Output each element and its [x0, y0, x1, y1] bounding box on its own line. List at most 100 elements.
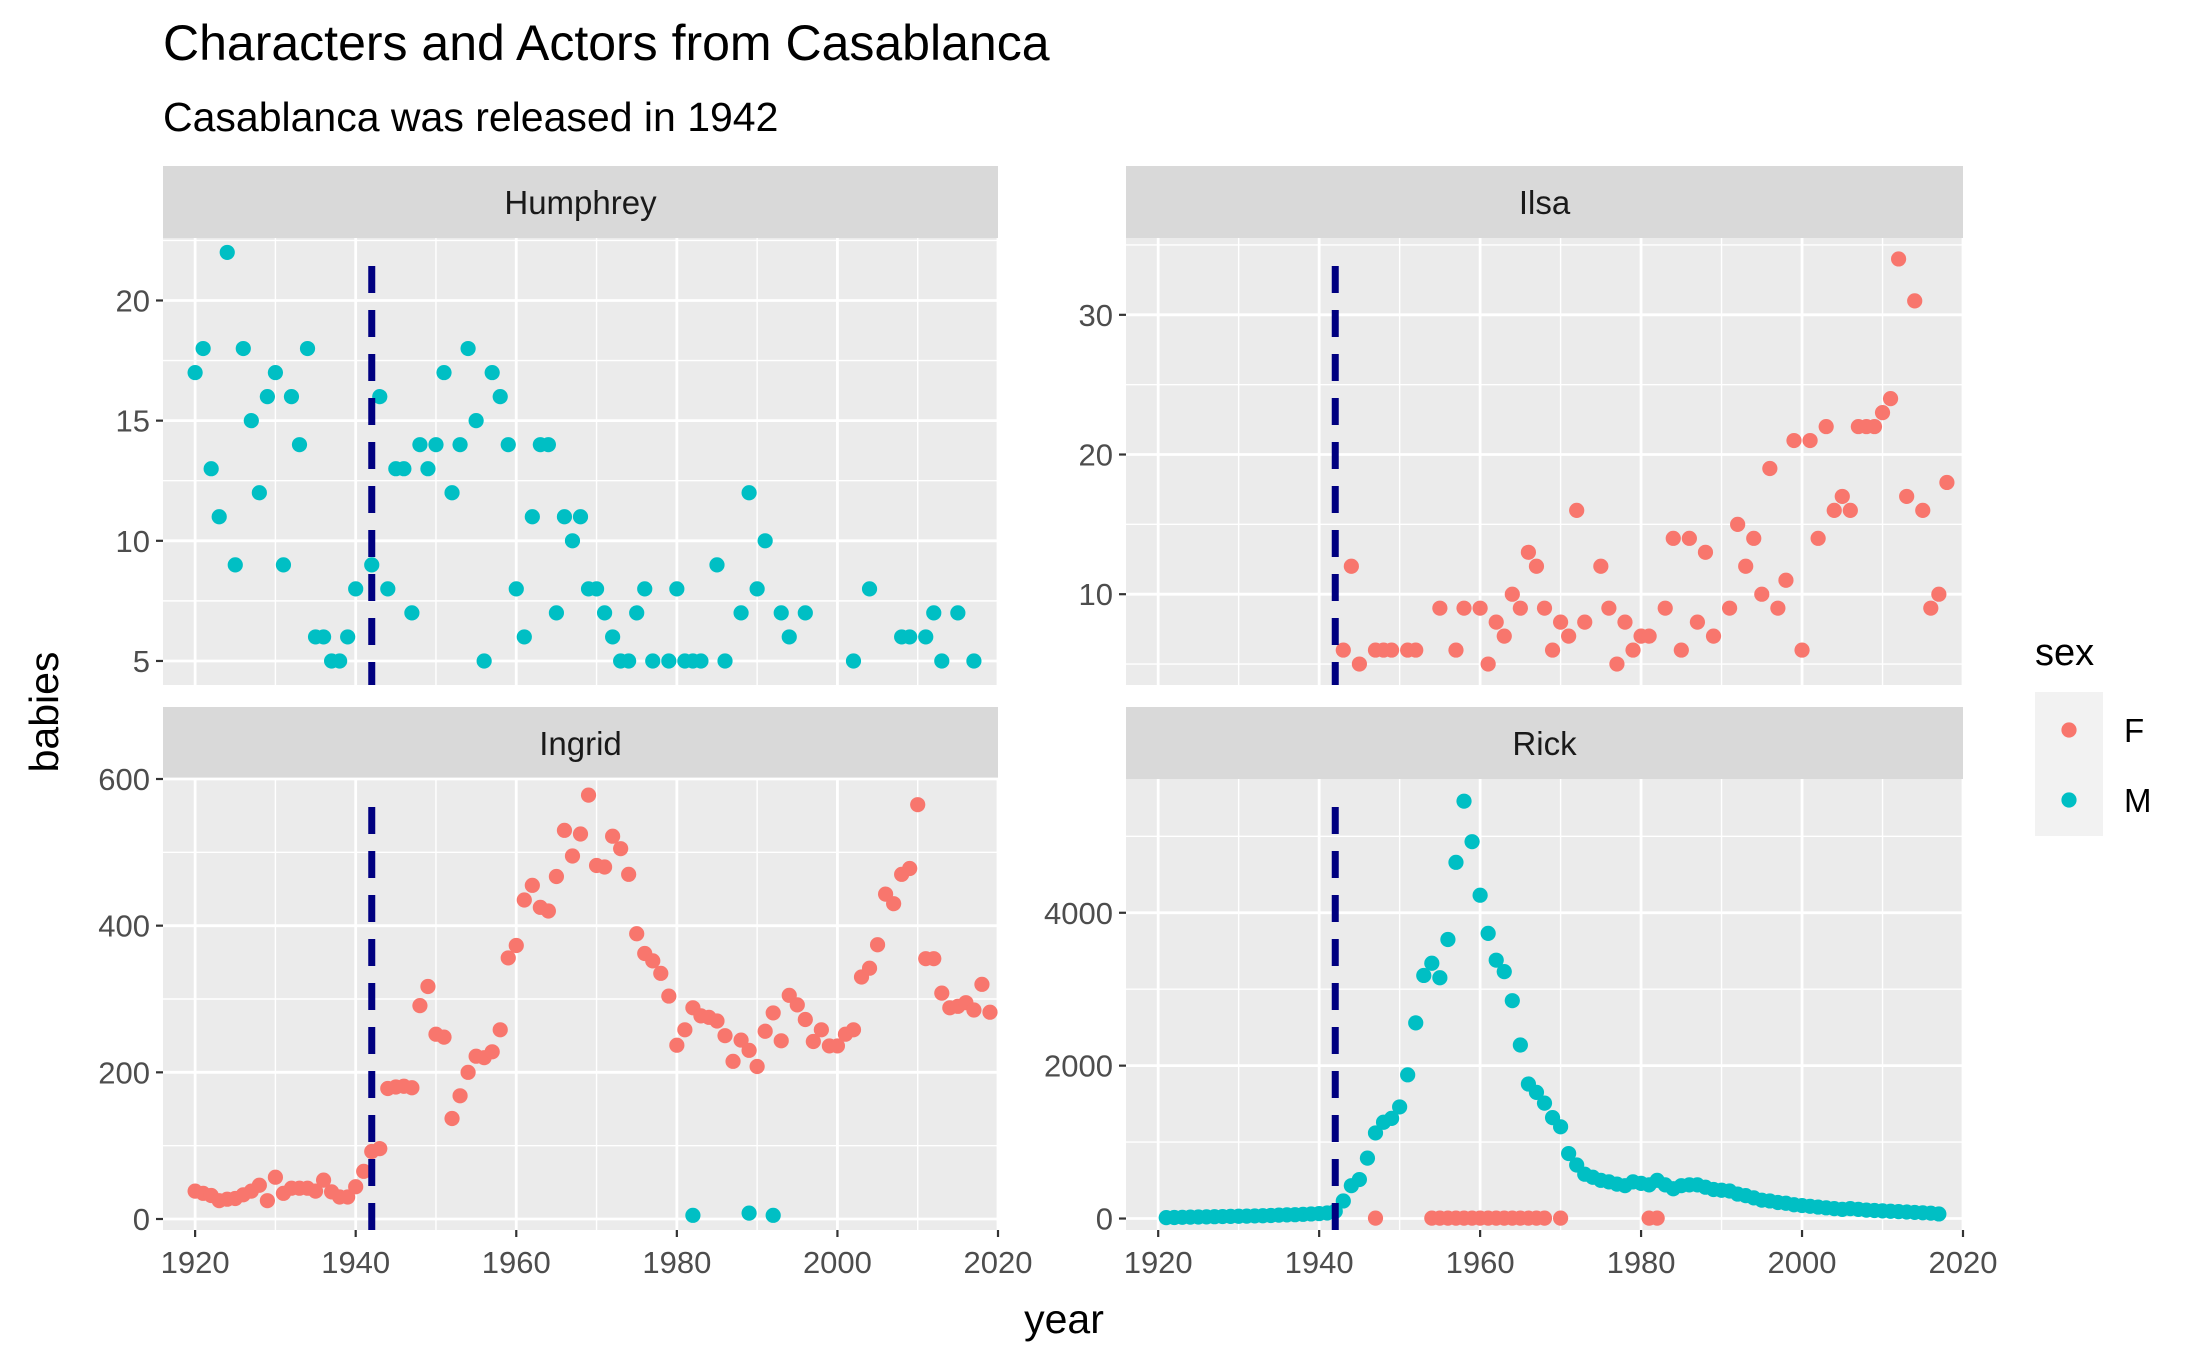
data-point [1818, 418, 1834, 435]
data-point [1464, 834, 1480, 850]
data-point [773, 605, 789, 621]
data-point [886, 896, 902, 912]
y-tick-label: 200 [98, 1055, 150, 1090]
x-axis-title: year [1024, 1296, 1104, 1342]
data-point [982, 1004, 998, 1020]
x-tick-label: 1940 [321, 1245, 390, 1280]
data-point [1335, 642, 1351, 658]
data-point [677, 1022, 693, 1038]
y-tick-label: 10 [116, 524, 150, 559]
x-tick-label: 1980 [642, 1245, 711, 1280]
data-point [1826, 502, 1842, 518]
data-point [1552, 1119, 1569, 1135]
data-point [1569, 502, 1585, 518]
x-tick-label: 2020 [964, 1245, 1033, 1280]
data-point [1762, 460, 1778, 477]
data-point [315, 1172, 332, 1188]
data-point [1649, 1210, 1665, 1226]
data-point [420, 461, 436, 477]
data-point [1681, 530, 1697, 546]
data-point [1641, 628, 1657, 644]
data-point [1416, 967, 1432, 984]
legend-title: sex [2035, 632, 2094, 674]
x-tick-label: 1940 [1285, 1245, 1354, 1280]
data-point [1496, 628, 1512, 644]
data-point [789, 997, 805, 1013]
data-point [315, 629, 332, 645]
data-point [717, 1028, 733, 1044]
data-point [613, 841, 629, 857]
legend-key-m [2061, 792, 2077, 808]
data-point [1512, 1037, 1528, 1053]
data-point [1874, 405, 1891, 421]
data-point [910, 797, 926, 813]
y-tick-label: 5 [133, 644, 150, 679]
data-point [275, 557, 292, 573]
data-point [291, 437, 308, 453]
data-point [741, 485, 757, 501]
data-point [572, 826, 589, 842]
legend-key-background [2035, 692, 2103, 836]
data-point [950, 605, 966, 621]
y-tick-label: 20 [1079, 438, 1113, 473]
data-point [1866, 418, 1883, 435]
data-point [1689, 614, 1706, 630]
data-point [621, 866, 637, 882]
data-point [1601, 600, 1617, 616]
data-point [372, 1141, 388, 1157]
data-point [556, 822, 573, 838]
x-tick-label: 2020 [1929, 1245, 1998, 1280]
data-point [1891, 251, 1907, 267]
data-point [1528, 1084, 1545, 1101]
data-point [468, 413, 484, 429]
strip-label-ingrid: Ingrid [539, 725, 622, 762]
data-point [797, 1011, 813, 1028]
data-point [508, 937, 524, 954]
data-point [629, 605, 645, 621]
y-tick-label: 0 [1096, 1202, 1113, 1237]
data-point [1738, 558, 1754, 574]
data-point [1810, 530, 1826, 546]
panel-ilsa: Ilsa 10 20 30 [1079, 166, 1965, 685]
data-point [653, 965, 669, 981]
data-point [1746, 530, 1762, 546]
data-point [902, 629, 918, 645]
series-f-ilsa [1335, 251, 1955, 672]
data-point [548, 605, 565, 621]
data-point [1472, 887, 1488, 903]
data-point [332, 653, 348, 669]
strip-ingrid [163, 707, 998, 779]
data-point [709, 1013, 725, 1029]
data-point [1802, 432, 1818, 449]
data-point [556, 509, 573, 525]
strip-label-rick: Rick [1512, 725, 1577, 762]
data-point [1488, 952, 1504, 968]
data-point [1432, 970, 1448, 986]
data-point [934, 653, 950, 669]
legend-key-f [2061, 722, 2077, 738]
data-point [500, 950, 516, 966]
data-point [902, 860, 918, 877]
data-point [227, 557, 243, 573]
data-point [717, 653, 733, 669]
data-point [661, 653, 677, 669]
strip-label-humphrey: Humphrey [504, 184, 657, 221]
data-point [436, 1029, 452, 1045]
data-point [629, 926, 645, 942]
data-point [412, 437, 428, 453]
data-point [669, 581, 685, 597]
data-point [187, 364, 203, 381]
x-tick-label: 1960 [1446, 1245, 1515, 1280]
data-point [757, 1023, 773, 1039]
data-point [1392, 1099, 1408, 1115]
data-point [1359, 1150, 1376, 1166]
data-point [1480, 656, 1496, 672]
data-point [500, 437, 516, 453]
data-point [741, 1205, 757, 1221]
data-point [605, 828, 621, 844]
data-point [1343, 558, 1359, 574]
data-point [709, 557, 725, 573]
data-point [1705, 628, 1722, 644]
data-point [548, 868, 565, 885]
chart-title: Characters and Actors from Casablanca [163, 15, 1050, 71]
